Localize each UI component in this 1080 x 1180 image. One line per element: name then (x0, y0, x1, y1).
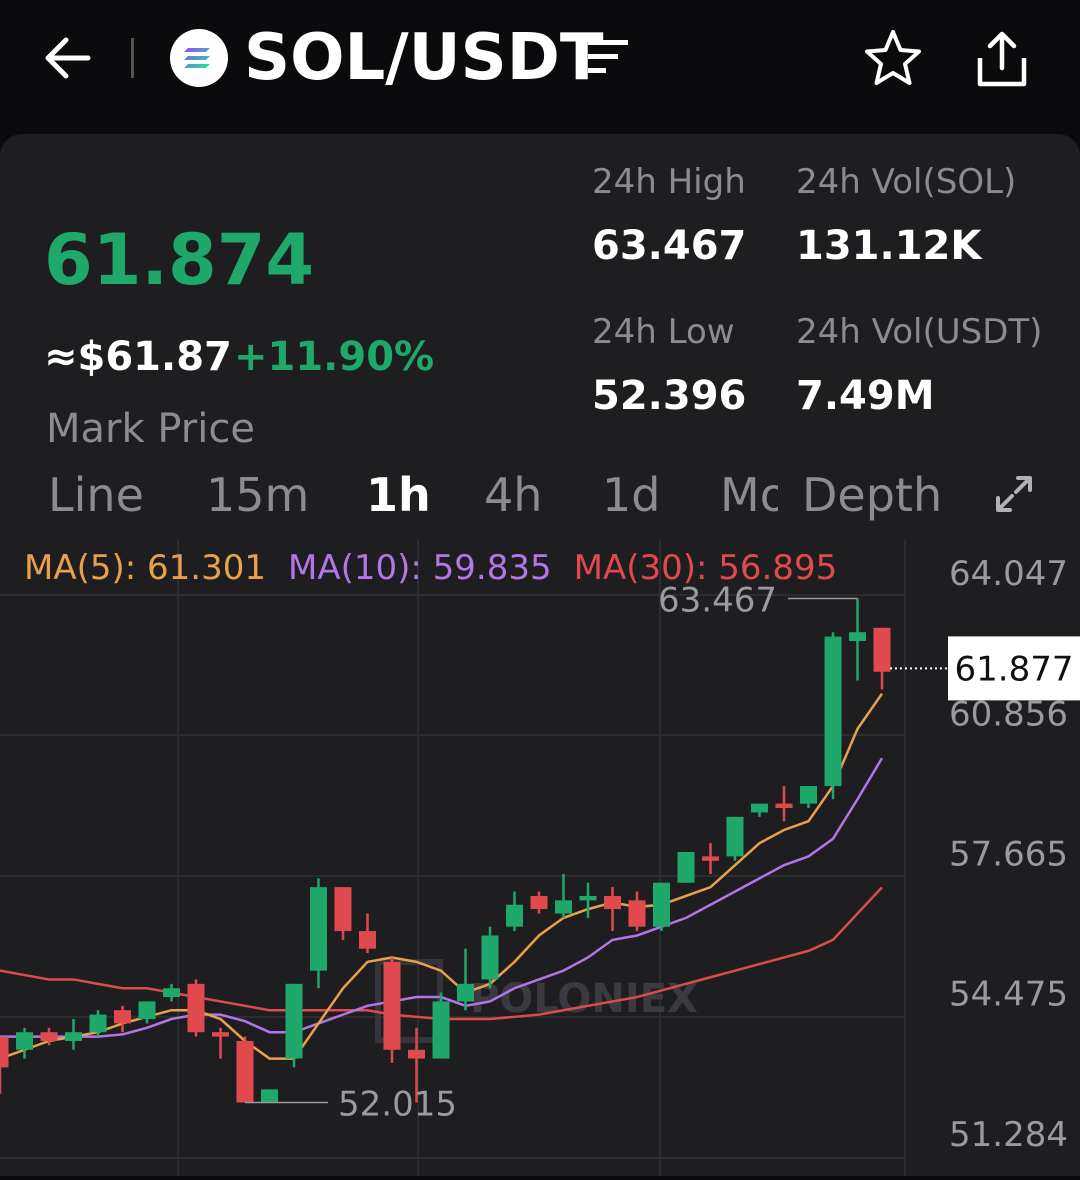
candle-body (383, 961, 401, 1050)
candle-body (677, 851, 695, 883)
back-arrow-icon[interactable] (40, 34, 96, 82)
star-icon[interactable] (862, 28, 924, 88)
candle-body (138, 1001, 156, 1020)
candle-body (163, 988, 180, 998)
candle-body (114, 1010, 131, 1024)
candle-body (89, 1014, 107, 1033)
high-value: 63.467 (592, 223, 747, 269)
usd-price: ≈$61.87 (44, 334, 232, 380)
candle-body (432, 1001, 450, 1059)
candle-body (481, 935, 499, 980)
low-label: 24h Low (592, 312, 735, 352)
watermark-text: POLONIEX (470, 976, 698, 1022)
candle-body (457, 983, 474, 1002)
candle-body (775, 803, 793, 809)
market-panel (0, 134, 1080, 1176)
candlestick-chart[interactable]: POLONIEX 63.467 52.015 64.047 60.856 57.665 54… (0, 540, 1080, 1176)
low-annotation-label: 52.015 (338, 1085, 457, 1125)
candle-body (359, 931, 376, 949)
candle-body (702, 856, 719, 861)
mark-price-label[interactable]: Mark Price (46, 406, 255, 452)
expand-icon[interactable] (994, 474, 1034, 514)
y-axis-tick-label: 57.665 (949, 835, 1068, 875)
candle-body (653, 882, 670, 927)
tab-4h[interactable]: 4h (484, 468, 543, 522)
solana-logo-icon (170, 29, 228, 87)
tab-more[interactable]: Mo (720, 468, 778, 522)
candle-body (800, 786, 817, 804)
ma-legend: MA(5): 61.301 MA(10): 59.835 MA(30): 56.89… (24, 546, 837, 590)
y-axis-tick-label: 51.284 (949, 1115, 1068, 1155)
low-value: 52.396 (592, 373, 747, 419)
candle-body (408, 1049, 425, 1059)
vol-quote-label: 24h Vol(USDT) (796, 312, 1043, 352)
candle-body (726, 816, 744, 857)
header-divider (131, 38, 134, 78)
tab-1h[interactable]: 1h (366, 468, 431, 522)
vol-base-value: 131.12K (796, 223, 982, 269)
y-axis-tick-label: 60.856 (949, 694, 1068, 734)
price-change-percent: +11.90% (234, 334, 435, 380)
vol-base-label: 24h Vol(SOL) (796, 162, 1017, 202)
candle-body (506, 904, 523, 927)
candle-body (824, 636, 842, 787)
tab-15m[interactable]: 15m (206, 468, 310, 522)
candle-body (751, 803, 768, 813)
ma5-legend: MA(5): 61.301 (24, 548, 266, 588)
menu-lines-icon[interactable] (586, 34, 632, 80)
chart-canvas[interactable]: POLONIEX 63.467 52.015 64.047 60.856 57.665 54… (0, 540, 1080, 1176)
tab-depth[interactable]: Depth (802, 468, 943, 522)
tab-line[interactable]: Line (48, 468, 144, 522)
candle-body (334, 887, 352, 932)
candle-body (212, 1032, 229, 1037)
candle-body (40, 1032, 58, 1041)
candle-body (236, 1040, 254, 1103)
y-axis-tick-label: 64.047 (949, 554, 1068, 594)
candle-body (261, 1089, 278, 1103)
candle-body (628, 900, 646, 927)
candle-body (579, 895, 597, 901)
vol-quote-value: 7.49M (796, 373, 935, 419)
high-label: 24h High (592, 162, 746, 202)
ma10-legend: MA(10): 59.835 (287, 548, 552, 588)
candle-body (285, 983, 303, 1059)
candle-body (65, 1032, 82, 1041)
candle-body (187, 983, 205, 1033)
candle-body (849, 632, 866, 641)
pair-title[interactable]: SOL/USDT (244, 21, 604, 95)
last-price: 61.874 (44, 219, 315, 301)
y-axis-tick-label: 54.475 (949, 975, 1068, 1015)
tab-1d[interactable]: 1d (602, 468, 661, 522)
candle-body (0, 1036, 9, 1068)
candle-body (873, 627, 891, 672)
candle-body (16, 1032, 33, 1050)
ma30-legend: MA(30): 56.895 (573, 548, 838, 588)
candle-body (604, 895, 621, 910)
high-annotation-label: 63.467 (658, 580, 777, 620)
share-icon[interactable] (972, 28, 1032, 90)
current-price-box (948, 636, 1080, 701)
candle-body (555, 900, 572, 914)
current-price-label: 61.877 (955, 649, 1074, 689)
candle-body (310, 887, 327, 971)
interval-tabs: Line 15m 1h 4h 1d Mo Depth (0, 462, 1080, 532)
top-bar: SOL/USDT (0, 0, 1080, 120)
candle-body (530, 895, 548, 910)
